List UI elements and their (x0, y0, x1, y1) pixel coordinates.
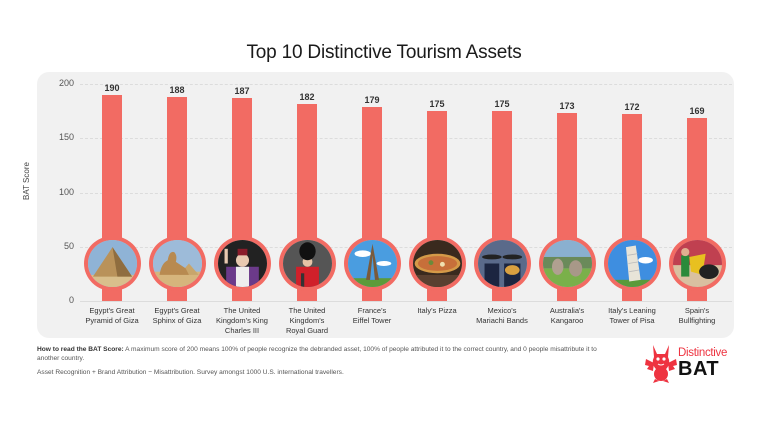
category-label: Egypt's Great Pyramid of Giza (77, 306, 147, 326)
royal-guard-photo (278, 236, 336, 291)
category-label-line: Australia's (549, 306, 585, 315)
bar-value-label: 175 (494, 99, 510, 110)
category-label-line: Kingdom's King (216, 316, 268, 325)
category-label: Spain's Bullfighting (662, 306, 732, 326)
bar-value-label: 188 (169, 85, 185, 96)
king-charles-photo (213, 236, 271, 291)
y-axis-label: BAT Score (22, 162, 31, 200)
gridline (80, 84, 732, 85)
category-label: Mexico's Mariachi Bands (467, 306, 537, 326)
category-label-line: Egypt's Great (154, 306, 200, 315)
category-label-line: Italy's Leaning (608, 306, 656, 315)
footnote-formula: Asset Recognition + Brand Attribution − … (37, 369, 344, 376)
category-label-line: Pyramid of Giza (85, 316, 139, 325)
category-label-line: Tower of Pisa (609, 316, 655, 325)
footnote-body: A maximum score of 200 means 100% of peo… (37, 346, 597, 362)
gridline (80, 301, 732, 302)
category-label-line: Kingdom's (289, 316, 325, 325)
category-label-line: Egypt's Great (89, 306, 135, 315)
pyramid-photo (83, 236, 141, 291)
pizza-photo (408, 236, 466, 291)
category-label: The United Kingdom's King Charles III (207, 306, 277, 336)
footnote-heading: How to read the BAT Score: (37, 346, 124, 353)
category-label: France's Eiffel Tower (337, 306, 407, 326)
bar-value-label: 179 (364, 94, 380, 105)
chart-panel (37, 72, 734, 338)
category-label-line: Charles III (224, 326, 260, 335)
gridline (80, 246, 732, 248)
gridline (80, 192, 732, 194)
category-label: Italy's Leaning Tower of Pisa (597, 306, 667, 326)
bat-mascot-icon (645, 345, 677, 383)
pisa-photo (603, 236, 661, 291)
gridline (80, 138, 732, 140)
y-tick-label: 200 (58, 78, 74, 88)
distinctive-bat-logo: Distinctive BAT (644, 341, 744, 385)
category-label: Italy's Pizza (402, 306, 472, 316)
bar-value-label: 175 (429, 99, 445, 110)
category-label-line: The United (223, 306, 261, 315)
category-label: The United Kingdom's Royal Guard (272, 306, 342, 336)
category-label-line: Italy's Pizza (417, 306, 457, 315)
chart-title: Top 10 Distinctive Tourism Assets (246, 42, 522, 63)
bar-value-label: 190 (104, 82, 120, 93)
category-label-line: France's (357, 306, 387, 315)
category-label-line: Mexico's (487, 306, 517, 315)
kangaroo-photo (538, 236, 596, 291)
bar-value-label: 182 (299, 91, 315, 102)
logo-text-bat: BAT (678, 358, 720, 380)
bullfighting-photo (668, 236, 726, 291)
category-label-line: Spain's (684, 306, 710, 315)
logo-text-distinctive: Distinctive (678, 347, 728, 359)
bar-value-label: 173 (559, 101, 575, 112)
category-label-line: Eiffel Tower (352, 316, 392, 325)
y-tick-label: 50 (63, 240, 74, 251)
y-tick-label: 0 (68, 295, 74, 305)
category-label-line: Sphinx of Giza (152, 316, 202, 325)
bar-value-label: 172 (624, 102, 640, 113)
category-label-line: Kangaroo (550, 316, 584, 325)
mariachi-photo (473, 236, 531, 291)
category-label: Egypt's Great Sphinx of Giza (142, 306, 212, 326)
category-label-line: Mariachi Bands (476, 316, 528, 325)
category-label: Australia's Kangaroo (532, 306, 602, 326)
bar-value-label: 169 (689, 105, 705, 116)
footnote: How to read the BAT Score: A maximum sco… (37, 345, 597, 363)
y-tick-label: 100 (58, 186, 74, 197)
eiffel-tower-photo (343, 236, 401, 291)
category-label-line: Royal Guard (285, 326, 329, 335)
y-tick-label: 150 (58, 132, 74, 143)
category-label-line: The United (288, 306, 326, 315)
sphinx-photo (148, 236, 206, 291)
bar-value-label: 187 (234, 86, 250, 97)
category-label-line: Bullfighting (678, 316, 716, 325)
